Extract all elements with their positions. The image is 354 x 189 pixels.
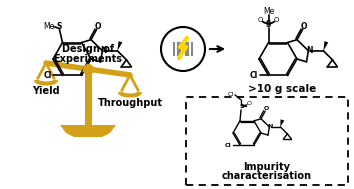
Text: Me: Me — [263, 7, 274, 16]
Text: O: O — [258, 17, 263, 22]
Text: Me: Me — [43, 22, 54, 31]
Text: Yield: Yield — [32, 86, 60, 96]
Polygon shape — [60, 125, 116, 137]
Text: N: N — [306, 46, 313, 55]
Text: Cl: Cl — [228, 92, 234, 97]
Polygon shape — [324, 41, 328, 51]
Text: N: N — [100, 46, 107, 55]
Text: O: O — [264, 106, 269, 111]
Text: characterisation: characterisation — [222, 171, 312, 181]
Text: O: O — [301, 22, 308, 31]
Text: Design of: Design of — [62, 44, 114, 54]
Text: Experiments: Experiments — [53, 54, 122, 64]
Text: Impurity: Impurity — [244, 162, 291, 172]
Text: N: N — [268, 124, 273, 129]
Text: S: S — [57, 22, 62, 31]
Text: O: O — [95, 22, 102, 31]
Polygon shape — [118, 41, 122, 51]
Text: S: S — [240, 104, 244, 109]
Text: O: O — [246, 101, 251, 106]
Text: Throughput: Throughput — [97, 98, 162, 108]
Text: Cl: Cl — [225, 143, 231, 148]
Text: S: S — [266, 20, 271, 29]
Text: Cl: Cl — [44, 71, 52, 80]
FancyBboxPatch shape — [186, 97, 348, 185]
Text: >10 g scale: >10 g scale — [248, 84, 316, 94]
Text: Cl: Cl — [249, 71, 258, 80]
Polygon shape — [280, 119, 284, 127]
Text: O: O — [274, 17, 279, 22]
